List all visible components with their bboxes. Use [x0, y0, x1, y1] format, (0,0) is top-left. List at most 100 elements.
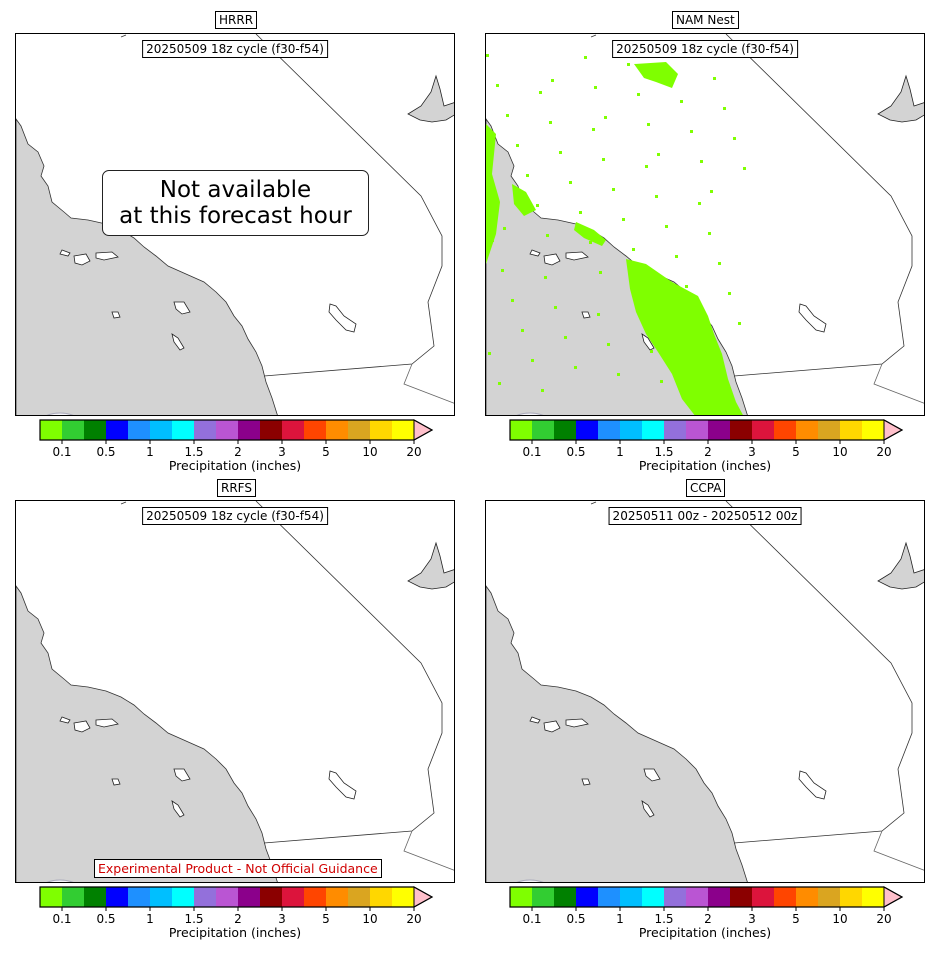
- colorbar-tick-label: 3: [748, 912, 756, 926]
- map-nam-nest: 20250509 18z cycle (f30-f54) NOAA: [485, 33, 925, 416]
- colorbar-tick-label: 0.1: [52, 912, 71, 926]
- colorbar-tick-label: 0.1: [52, 445, 71, 459]
- colorbar-tick-label: 20: [406, 912, 421, 926]
- colorbar-tick-label: 0.5: [96, 912, 115, 926]
- map-rrfs: 20250509 18z cycle (f30-f54) NOAA Experi…: [15, 500, 455, 883]
- colorbar-swatch: [106, 420, 128, 440]
- not-available-message: Not available at this forecast hour: [102, 170, 369, 236]
- colorbar-swatch: [532, 887, 554, 907]
- colorbar-tick-label: 0.5: [96, 445, 115, 459]
- colorbar-swatch: [620, 887, 642, 907]
- colorbar-label: Precipitation (inches): [168, 458, 302, 473]
- colorbar-swatch: [172, 420, 194, 440]
- colorbar-swatch: [194, 420, 216, 440]
- colorbar-swatch: [62, 887, 84, 907]
- colorbar-tick-label: 10: [832, 912, 847, 926]
- colorbar-swatch: [348, 420, 370, 440]
- colorbar-swatch: [150, 420, 172, 440]
- colorbar-swatch: [84, 887, 106, 907]
- colorbar-swatch: [598, 420, 620, 440]
- colorbar-swatch: [642, 887, 664, 907]
- panel-title-hrrr: HRRR: [215, 11, 258, 29]
- colorbar-swatch: [348, 887, 370, 907]
- colorbar-tick-label: 20: [406, 445, 421, 459]
- colorbar-tick-label: 1.5: [184, 912, 203, 926]
- colorbar-tick-label: 0.1: [522, 912, 541, 926]
- colorbar-swatch: [862, 887, 884, 907]
- cycle-label-hrrr: 20250509 18z cycle (f30-f54): [142, 40, 328, 58]
- colorbar-swatch: [730, 420, 752, 440]
- colorbar-swatch: [554, 420, 576, 440]
- colorbar-swatch: [664, 420, 686, 440]
- colorbar-1: 0.1 0.5 1 1.5 2 3 5 10 20: [39, 419, 434, 459]
- colorbar-swatch: [752, 887, 774, 907]
- colorbar-swatch: [172, 887, 194, 907]
- colorbar-swatch: [818, 420, 840, 440]
- colorbar-4: 0.1 0.5 1 1.5 2 3 5 10 20: [509, 886, 904, 926]
- colorbar-tick-label: 2: [234, 445, 242, 459]
- colorbar-swatch: [326, 887, 348, 907]
- colorbar-tick-label: 1.5: [654, 912, 673, 926]
- colorbar-swatch: [708, 420, 730, 440]
- colorbar-tick-label: 20: [876, 912, 891, 926]
- colorbar-swatch: [532, 420, 554, 440]
- colorbar-swatch: [642, 420, 664, 440]
- colorbar-swatch: [554, 887, 576, 907]
- colorbar-swatch: [840, 887, 862, 907]
- experimental-notice: Experimental Product - Not Official Guid…: [94, 859, 382, 878]
- colorbar-swatch: [686, 887, 708, 907]
- colorbar-swatch: [774, 420, 796, 440]
- colorbar-swatch: [510, 887, 532, 907]
- colorbar-tick-label: 0.5: [566, 912, 585, 926]
- colorbar-swatch: [576, 887, 598, 907]
- colorbar-swatch: [576, 420, 598, 440]
- colorbar-tick-label: 3: [278, 445, 286, 459]
- colorbar-swatch: [216, 420, 238, 440]
- colorbar-label: Precipitation (inches): [168, 925, 302, 940]
- cycle-label-ccpa: 20250511 00z - 20250512 00z: [608, 507, 802, 525]
- colorbar-swatch: [818, 887, 840, 907]
- colorbar-swatch: [216, 887, 238, 907]
- colorbar-swatch: [708, 887, 730, 907]
- colorbar-tick-label: 1.5: [184, 445, 203, 459]
- colorbar-tick-label: 5: [792, 445, 800, 459]
- panel-title-rrfs: RRFS: [217, 479, 256, 497]
- colorbar-swatch: [598, 887, 620, 907]
- colorbar-swatch: [238, 420, 260, 440]
- cycle-label-nam-nest: 20250509 18z cycle (f30-f54): [612, 40, 798, 58]
- colorbar-swatch: [620, 420, 642, 440]
- colorbar-tick-label: 3: [748, 445, 756, 459]
- colorbar-swatch: [40, 420, 62, 440]
- colorbar-tick-label: 2: [234, 912, 242, 926]
- colorbar-tick-label: 5: [792, 912, 800, 926]
- colorbar-swatch: [862, 420, 884, 440]
- map-hrrr: 20250509 18z cycle (f30-f54) Not availab…: [15, 33, 455, 416]
- colorbar-swatch: [282, 420, 304, 440]
- colorbar-swatch: [510, 420, 532, 440]
- colorbar-tick-label: 3: [278, 912, 286, 926]
- colorbar-2: 0.1 0.5 1 1.5 2 3 5 10 20: [509, 419, 904, 459]
- colorbar-swatch: [128, 887, 150, 907]
- colorbar-swatch: [774, 887, 796, 907]
- colorbar-swatch: [752, 420, 774, 440]
- colorbar-swatch: [238, 887, 260, 907]
- colorbar-label: Precipitation (inches): [638, 458, 772, 473]
- colorbar-swatch: [40, 887, 62, 907]
- colorbar-tick-label: 10: [362, 445, 377, 459]
- colorbar-swatch: [282, 887, 304, 907]
- colorbar-3: 0.1 0.5 1 1.5 2 3 5 10 20: [39, 886, 434, 926]
- colorbar-label: Precipitation (inches): [638, 925, 772, 940]
- colorbar-swatch: [260, 420, 282, 440]
- colorbar-tick-label: 1: [146, 912, 154, 926]
- colorbar-swatch: [194, 887, 216, 907]
- colorbar-swatch: [796, 420, 818, 440]
- colorbar-tick-label: 1.5: [654, 445, 673, 459]
- colorbar-swatch: [84, 420, 106, 440]
- colorbar-tick-label: 10: [832, 445, 847, 459]
- colorbar-swatch: [392, 420, 414, 440]
- colorbar-tick-label: 5: [322, 912, 330, 926]
- colorbar-swatch: [392, 887, 414, 907]
- colorbar-swatch: [62, 420, 84, 440]
- colorbar-tick-label: 10: [362, 912, 377, 926]
- colorbar-swatch: [260, 887, 282, 907]
